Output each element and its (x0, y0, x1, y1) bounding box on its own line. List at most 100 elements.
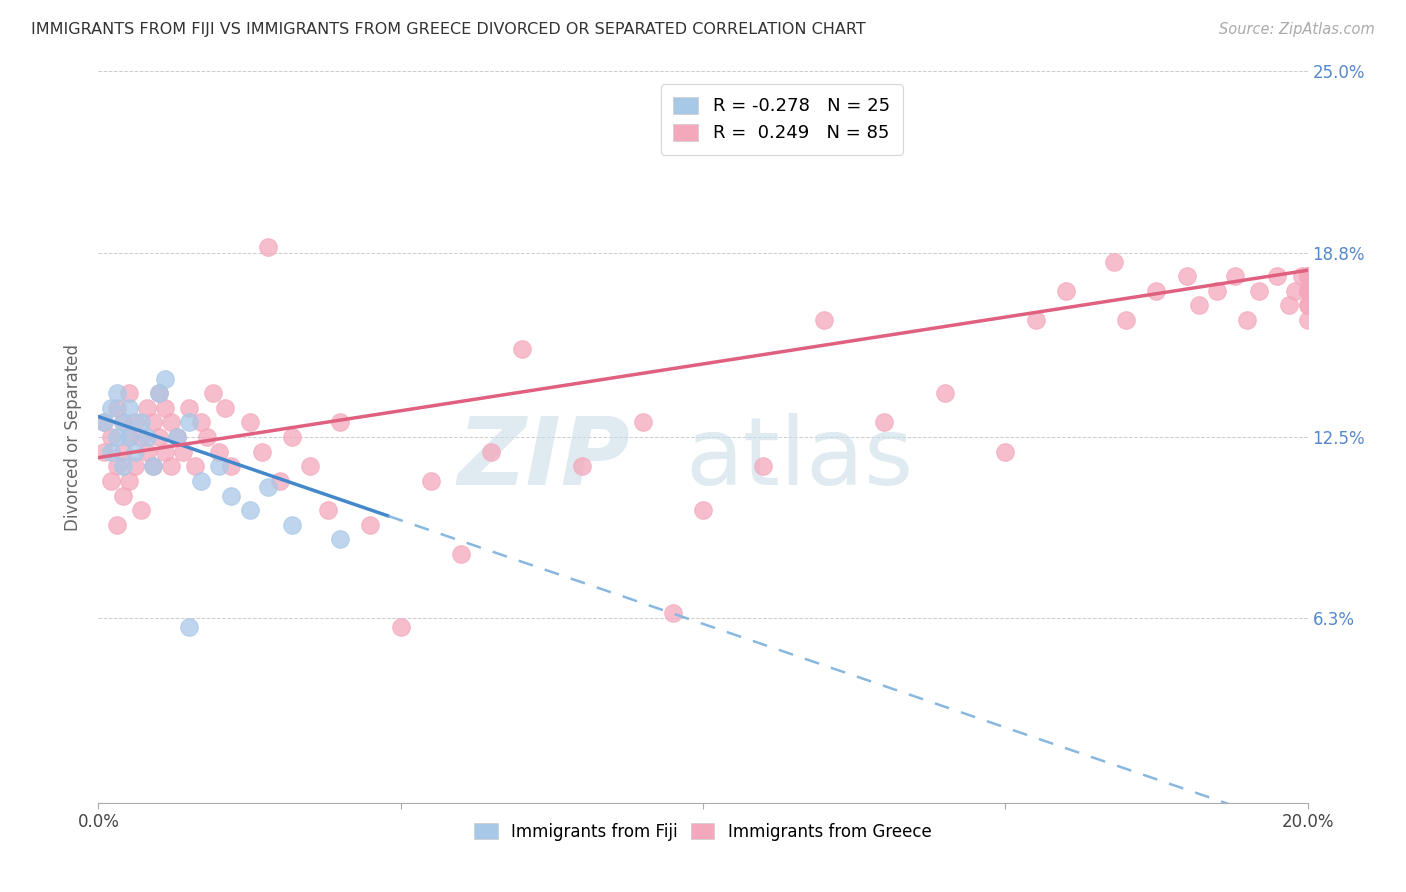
Point (111, 416, 134, 430)
Point (118, 474, 141, 488)
Point (100, 401, 122, 415)
Point (142, 459, 165, 474)
Point (190, 416, 212, 430)
Point (1296, 313, 1319, 327)
Point (481, 444, 503, 458)
Point (153, 444, 176, 458)
Point (1024, 313, 1046, 327)
Point (281, 517, 304, 532)
Point (100, 430, 122, 444)
Point (105, 517, 128, 532)
Point (281, 430, 304, 444)
Point (166, 430, 188, 444)
Point (166, 430, 188, 444)
Point (1296, 269, 1319, 284)
Point (1291, 269, 1313, 284)
Point (118, 401, 141, 415)
Point (153, 401, 176, 415)
Point (1296, 284, 1319, 298)
Point (135, 444, 157, 458)
Point (93, 416, 115, 430)
Point (299, 459, 322, 474)
Point (420, 474, 443, 488)
Point (129, 503, 152, 517)
Point (221, 459, 243, 474)
Point (105, 459, 128, 474)
Point (118, 386, 141, 401)
Point (1249, 284, 1271, 298)
Point (160, 459, 183, 474)
Point (239, 503, 262, 517)
Point (135, 430, 157, 444)
Point (329, 533, 352, 547)
Point (239, 416, 262, 430)
Point (1267, 269, 1289, 284)
Point (873, 416, 896, 430)
Point (195, 430, 218, 444)
Point (124, 459, 146, 474)
Point (135, 401, 157, 415)
Point (1236, 313, 1258, 327)
Point (153, 371, 176, 385)
Point (129, 430, 152, 444)
Point (1296, 284, 1319, 298)
Point (329, 416, 352, 430)
Point (1188, 298, 1211, 312)
Point (256, 240, 278, 254)
Point (118, 430, 141, 444)
Point (129, 416, 152, 430)
Point (160, 416, 183, 430)
Point (202, 386, 225, 401)
Point (221, 489, 243, 503)
Point (105, 386, 128, 401)
Point (214, 401, 236, 415)
Point (250, 444, 273, 458)
Text: IMMIGRANTS FROM FIJI VS IMMIGRANTS FROM GREECE DIVORCED OR SEPARATED CORRELATION: IMMIGRANTS FROM FIJI VS IMMIGRANTS FROM … (31, 22, 866, 37)
Point (510, 343, 533, 357)
Point (1223, 269, 1246, 284)
Point (148, 386, 170, 401)
Point (111, 444, 134, 458)
Point (1144, 284, 1167, 298)
Point (994, 444, 1017, 458)
Point (571, 459, 593, 474)
Point (1054, 284, 1077, 298)
Point (105, 401, 128, 415)
Point (1175, 269, 1198, 284)
Point (1296, 269, 1319, 284)
Text: Source: ZipAtlas.com: Source: ZipAtlas.com (1219, 22, 1375, 37)
Point (124, 416, 146, 430)
Point (450, 547, 472, 561)
Point (1284, 284, 1306, 298)
Point (1296, 284, 1319, 298)
Point (389, 620, 412, 634)
Point (118, 430, 141, 444)
Point (179, 416, 201, 430)
Point (1296, 298, 1319, 312)
Point (93, 416, 115, 430)
Point (208, 459, 231, 474)
Point (148, 386, 170, 401)
Point (1278, 298, 1301, 312)
Text: ZIP: ZIP (457, 413, 630, 505)
Point (1115, 313, 1137, 327)
Point (172, 444, 194, 458)
Point (661, 606, 683, 620)
Text: atlas: atlas (686, 413, 914, 505)
Point (100, 474, 122, 488)
Y-axis label: Divorced or Separated: Divorced or Separated (65, 343, 83, 531)
Point (360, 517, 382, 532)
Point (111, 416, 134, 430)
Point (111, 489, 134, 503)
Point (1296, 284, 1319, 298)
Point (256, 480, 278, 494)
Point (111, 459, 134, 474)
Point (179, 620, 201, 634)
Point (124, 444, 146, 458)
Point (752, 459, 775, 474)
Point (93, 444, 115, 458)
Point (316, 503, 339, 517)
Point (184, 459, 207, 474)
Legend: Immigrants from Fiji, Immigrants from Greece: Immigrants from Fiji, Immigrants from Gr… (467, 814, 939, 849)
Point (142, 416, 165, 430)
